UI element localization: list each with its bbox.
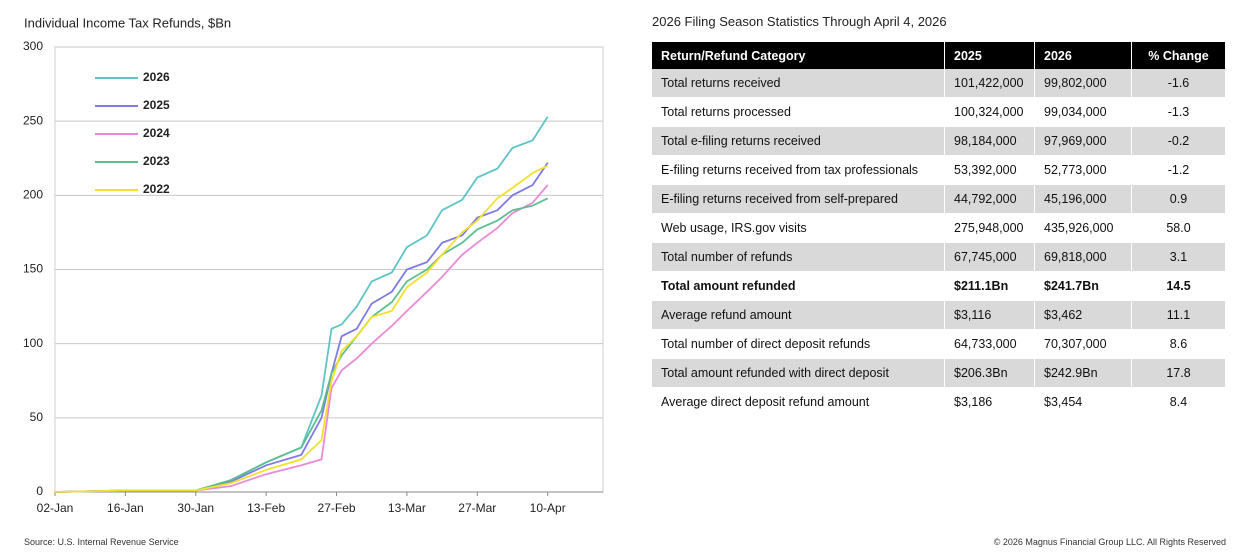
x-tick-label: 27-Feb bbox=[318, 501, 356, 515]
table-row: Web usage, IRS.gov visits 275,948,000 435,… bbox=[652, 213, 1226, 243]
table-cell: 3.1 bbox=[1131, 242, 1226, 272]
table-cell: 100,324,000 bbox=[944, 97, 1035, 127]
table-cell: 44,792,000 bbox=[944, 184, 1035, 214]
table-cell: 0.9 bbox=[1131, 184, 1226, 214]
table-cell: 64,733,000 bbox=[944, 329, 1035, 359]
table-cell: Total number of refunds bbox=[652, 242, 945, 272]
table-row: Total returns processed 100,324,000 99,034… bbox=[652, 97, 1226, 127]
table-row: Total amount refunded with direct deposi… bbox=[652, 358, 1226, 388]
table-cell: E-filing returns received from tax profe… bbox=[652, 155, 945, 185]
table-row: Average refund amount $3,116 $3,462 11.1 bbox=[652, 300, 1226, 330]
y-tick-label: 150 bbox=[23, 262, 43, 276]
table-cell: 45,196,000 bbox=[1034, 184, 1132, 214]
table-cell: $3,454 bbox=[1034, 387, 1132, 417]
table-cell: 58.0 bbox=[1131, 213, 1226, 243]
table-cell: 98,184,000 bbox=[944, 126, 1035, 156]
legend-label: 2026 bbox=[143, 70, 170, 84]
table-cell: 53,392,000 bbox=[944, 155, 1035, 185]
chart-title: Individual Income Tax Refunds, $Bn bbox=[24, 15, 231, 30]
series-line bbox=[54, 184, 549, 493]
table-cell: Total e-filing returns received bbox=[652, 126, 945, 156]
table-row: E-filing returns received from self-prep… bbox=[652, 184, 1226, 214]
table-cell: -1.6 bbox=[1131, 69, 1226, 98]
table-cell: 11.1 bbox=[1131, 300, 1226, 330]
series-line bbox=[54, 116, 549, 493]
table-cell: Average direct deposit refund amount bbox=[652, 387, 945, 417]
table-cell: 97,969,000 bbox=[1034, 126, 1132, 156]
table-row: E-filing returns received from tax profe… bbox=[652, 155, 1226, 185]
column-header: 2026 bbox=[1034, 42, 1132, 69]
table-cell: 275,948,000 bbox=[944, 213, 1035, 243]
x-tick-label: 27-Mar bbox=[458, 501, 496, 515]
table-cell: -1.3 bbox=[1131, 97, 1226, 127]
x-tick-label: 13-Feb bbox=[247, 501, 285, 515]
table-row: Total number of refunds 67,745,000 69,818,… bbox=[652, 242, 1226, 272]
legend-label: 2024 bbox=[143, 126, 170, 140]
table-cell: E-filing returns received from self-prep… bbox=[652, 184, 945, 214]
table-cell: 8.6 bbox=[1131, 329, 1226, 359]
y-tick-label: 300 bbox=[23, 39, 43, 53]
table-cell: 14.5 bbox=[1131, 271, 1226, 301]
y-tick-label: 200 bbox=[23, 188, 43, 202]
table-cell: $206.3Bn bbox=[944, 358, 1035, 388]
x-tick-label: 02-Jan bbox=[37, 501, 74, 515]
column-header: % Change bbox=[1131, 42, 1226, 69]
legend-label: 2022 bbox=[143, 182, 170, 196]
table-cell: Average refund amount bbox=[652, 300, 945, 330]
table-cell: 67,745,000 bbox=[944, 242, 1035, 272]
column-header: 2025 bbox=[944, 42, 1035, 69]
table-cell: 17.8 bbox=[1131, 358, 1226, 388]
table-body: Total returns received 101,422,000 99,802,… bbox=[652, 69, 1226, 417]
table-cell: $242.9Bn bbox=[1034, 358, 1132, 388]
legend-label: 2023 bbox=[143, 154, 170, 168]
table-row: Total e-filing returns received 98,184,00… bbox=[652, 126, 1226, 156]
series-line bbox=[54, 164, 549, 493]
stats-table: Return/Refund Category 2025 2026% Change T… bbox=[652, 42, 1226, 417]
table-cell: Total returns processed bbox=[652, 97, 945, 127]
y-tick-label: 50 bbox=[30, 410, 44, 424]
table-row: Total amount refunded $211.1Bn $241.7Bn 14.… bbox=[652, 271, 1226, 301]
table-cell: Total returns received bbox=[652, 69, 945, 98]
table-cell: Total amount refunded with direct deposi… bbox=[652, 358, 945, 388]
chart: Individual Income Tax Refunds, $Bn 0 50 10… bbox=[23, 15, 604, 515]
table-cell: Total number of direct deposit refunds bbox=[652, 329, 945, 359]
table-cell: 69,818,000 bbox=[1034, 242, 1132, 272]
table-cell: 8.4 bbox=[1131, 387, 1226, 417]
table-cell: $3,116 bbox=[944, 300, 1035, 330]
x-tick-label: 16-Jan bbox=[107, 501, 144, 515]
table-cell: 435,926,000 bbox=[1034, 213, 1132, 243]
series-line bbox=[54, 162, 549, 493]
table-cell: 99,034,000 bbox=[1034, 97, 1132, 127]
series-line bbox=[54, 197, 549, 493]
y-tick-label: 0 bbox=[36, 484, 43, 498]
table-row: Total number of direct deposit refunds 64… bbox=[652, 329, 1226, 359]
table-cell: 101,422,000 bbox=[944, 69, 1035, 98]
table-title: 2026 Filing Season Statistics Through Ap… bbox=[652, 14, 947, 29]
y-tick-label: 100 bbox=[23, 336, 43, 350]
copyright: © 2026 Magnus Financial Group LLC. All R… bbox=[993, 537, 1226, 547]
y-tick-label: 250 bbox=[23, 113, 43, 127]
table-cell: $211.1Bn bbox=[944, 271, 1035, 301]
table-cell: -1.2 bbox=[1131, 155, 1226, 185]
x-tick-label: 30-Jan bbox=[177, 501, 214, 515]
table-cell: 70,307,000 bbox=[1034, 329, 1132, 359]
table-cell: -0.2 bbox=[1131, 126, 1226, 156]
source: Source: U.S. Internal Revenue Service bbox=[24, 537, 179, 547]
column-header: Return/Refund Category bbox=[652, 42, 945, 69]
table-cell: $3,186 bbox=[944, 387, 1035, 417]
legend-label: 2025 bbox=[143, 98, 170, 112]
table-cell: $241.7Bn bbox=[1034, 271, 1132, 301]
table-cell: Total amount refunded bbox=[652, 271, 945, 301]
x-tick-label: 13-Mar bbox=[388, 501, 426, 515]
header-row: Return/Refund Category 2025 2026% Change bbox=[652, 42, 1226, 69]
table-cell: Web usage, IRS.gov visits bbox=[652, 213, 945, 243]
table-cell: 52,773,000 bbox=[1034, 155, 1132, 185]
x-tick-label: 10-Apr bbox=[530, 501, 566, 515]
table-row: Total returns received 101,422,000 99,802,… bbox=[652, 69, 1226, 98]
table-row: Average direct deposit refund amount $3,1… bbox=[652, 387, 1226, 417]
table-cell: $3,462 bbox=[1034, 300, 1132, 330]
table-cell: 99,802,000 bbox=[1034, 69, 1132, 98]
